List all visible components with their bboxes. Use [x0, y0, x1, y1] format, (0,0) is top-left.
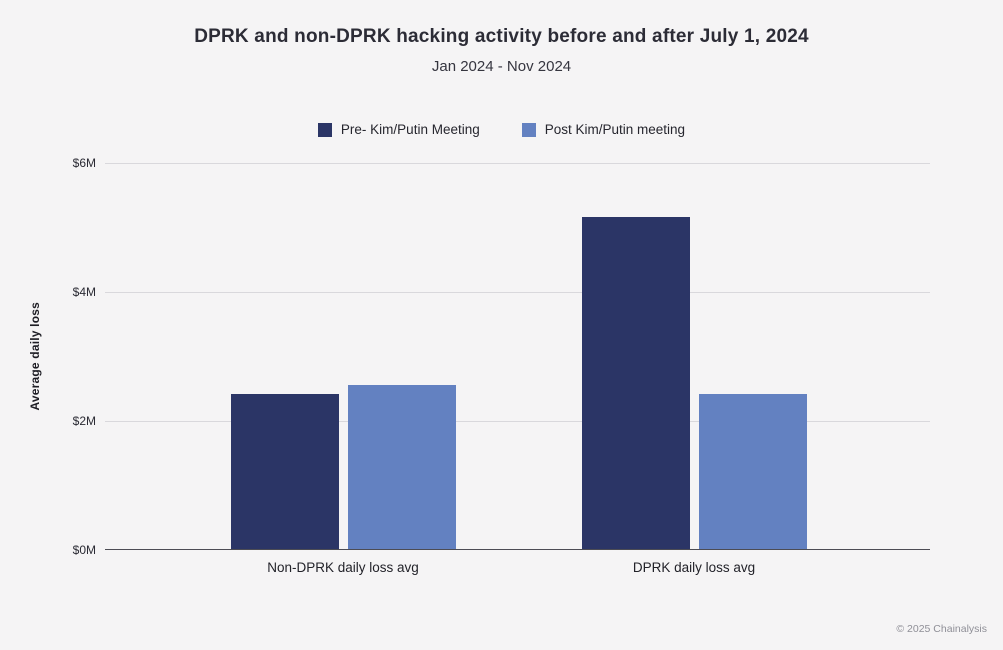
y-axis-ticks: $6M $4M $2M $0M: [48, 156, 96, 557]
bar-pre-dprk: [582, 216, 691, 549]
legend: Pre- Kim/Putin Meeting Post Kim/Putin me…: [0, 122, 1003, 137]
plot-area: [105, 163, 930, 550]
bar-pre-non-dprk: [231, 394, 339, 549]
bar-post-non-dprk: [348, 384, 456, 549]
chart-subtitle: Jan 2024 - Nov 2024: [431, 58, 572, 75]
y-tick-6m: $6M: [72, 156, 96, 170]
chart-title: DPRK and non-DPRK hacking activity befor…: [194, 26, 809, 47]
y-axis-title-wrap: Average daily loss: [26, 163, 44, 550]
y-tick-0m: $0M: [72, 543, 96, 557]
legend-swatch-post-icon: [521, 122, 536, 137]
gridline-6m: [105, 163, 930, 164]
y-axis-title: Average daily loss: [28, 302, 42, 411]
y-tick-2m: $2M: [72, 414, 96, 428]
legend-item-pre: Pre- Kim/Putin Meeting: [317, 122, 480, 137]
legend-item-post: Post Kim/Putin meeting: [521, 122, 686, 137]
gridline-4m: [105, 291, 930, 293]
bar-group-dprk: [582, 162, 808, 549]
legend-label-post: Post Kim/Putin meeting: [544, 122, 686, 137]
gridline-2m: [105, 421, 930, 422]
x-label-non-dprk: Non-DPRK daily loss avg: [267, 560, 419, 575]
x-axis-line: [105, 549, 930, 550]
x-label-dprk: DPRK daily loss avg: [632, 560, 756, 575]
x-axis-labels: Non-DPRK daily loss avg DPRK daily loss …: [105, 560, 930, 580]
bar-post-dprk: [699, 394, 808, 549]
legend-swatch-pre-icon: [317, 122, 332, 137]
copyright: © 2025 Chainalysis: [896, 623, 987, 635]
legend-label-pre: Pre- Kim/Putin Meeting: [340, 122, 480, 137]
bar-group-non-dprk: [231, 162, 456, 549]
y-tick-4m: $4M: [72, 284, 96, 299]
